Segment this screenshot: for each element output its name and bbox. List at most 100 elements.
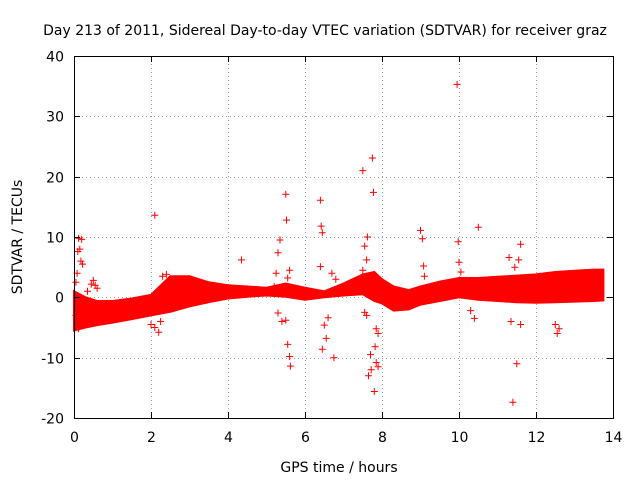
- data-point: [359, 167, 367, 175]
- data-point: [374, 330, 382, 337]
- x-tick-label: 14: [605, 430, 623, 446]
- y-tick-label: 40: [46, 50, 64, 66]
- data-point: [270, 283, 278, 290]
- data-point: [467, 307, 475, 315]
- y-tick-label: 0: [55, 291, 64, 307]
- data-point: [418, 235, 426, 243]
- data-point: [370, 388, 378, 395]
- data-point: [72, 278, 80, 286]
- data-point: [417, 226, 424, 234]
- data-point: [513, 360, 521, 368]
- data-point: [317, 222, 325, 230]
- y-tick-label: -20: [41, 412, 64, 428]
- data-point: [159, 272, 167, 280]
- data-point: [274, 249, 282, 257]
- data-point: [367, 351, 374, 359]
- chart-title: Day 213 of 2011, Sidereal Day-to-day VTE…: [43, 23, 607, 39]
- x-tick-label: 4: [224, 430, 233, 446]
- data-point: [368, 154, 376, 162]
- data-point: [553, 330, 561, 337]
- y-tick-label: 20: [46, 171, 64, 187]
- data-point: [89, 276, 97, 284]
- x-tick-label: 12: [528, 430, 546, 446]
- data-point: [284, 340, 292, 348]
- y-tick-label: 10: [46, 231, 64, 247]
- data-point: [420, 272, 428, 280]
- data-point: [274, 309, 282, 317]
- data-point: [363, 311, 371, 319]
- data-point: [316, 263, 324, 271]
- data-point: [87, 280, 95, 288]
- data-point: [155, 328, 163, 336]
- data-point: [453, 80, 461, 88]
- grid-lines: [74, 56, 613, 418]
- data-point: [151, 211, 159, 219]
- data-point: [365, 372, 372, 380]
- data-point: [84, 287, 91, 295]
- data-point: [454, 238, 462, 246]
- data-point: [332, 275, 340, 283]
- data-point: [72, 311, 80, 319]
- dense-point-band: [73, 268, 605, 332]
- data-point: [363, 256, 371, 264]
- data-point: [372, 325, 380, 333]
- data-point: [511, 263, 519, 271]
- data-point: [515, 256, 523, 264]
- data-point: [374, 363, 382, 371]
- data-point: [322, 334, 330, 342]
- data-point: [282, 316, 290, 324]
- x-tick-label: 2: [147, 430, 156, 446]
- data-point: [75, 234, 83, 242]
- data-point: [286, 362, 294, 370]
- data-point: [286, 353, 294, 360]
- data-point: [555, 325, 563, 333]
- y-axis-label: SDTVAR / TECUs: [10, 180, 26, 295]
- data-point: [286, 266, 294, 274]
- data-point: [318, 229, 326, 237]
- data-point: [284, 274, 292, 282]
- data-point: [371, 343, 379, 351]
- data-point: [283, 216, 290, 224]
- x-tick-label: 10: [451, 430, 469, 446]
- x-tick-label: 8: [378, 430, 387, 446]
- data-point: [272, 269, 280, 277]
- data-point: [324, 314, 332, 322]
- data-point: [79, 260, 86, 268]
- data-point: [474, 223, 482, 231]
- data-point: [455, 258, 463, 266]
- data-point: [91, 281, 99, 289]
- data-point: [420, 262, 428, 270]
- data-point: [93, 284, 101, 292]
- data-point: [517, 240, 525, 248]
- y-tick-label: -10: [41, 352, 64, 368]
- data-point: [372, 359, 380, 366]
- y-axis-ticks: -20 -10 0 10 20 30 40: [41, 50, 613, 428]
- data-point: [359, 266, 367, 274]
- plot-frame: [74, 56, 614, 419]
- data-point: [507, 318, 515, 325]
- data-point: [162, 270, 170, 278]
- data-point: [76, 245, 84, 253]
- data-point: [80, 316, 88, 324]
- data-point: [551, 321, 559, 328]
- data-point: [316, 196, 324, 204]
- data-point: [151, 324, 159, 331]
- data-point: [78, 235, 86, 243]
- data-point: [147, 321, 155, 328]
- data-point: [509, 398, 517, 406]
- data-point: [370, 188, 377, 196]
- y-tick-label: 30: [46, 110, 64, 126]
- data-point: [328, 269, 336, 277]
- data-point: [75, 325, 83, 333]
- data-point: [77, 257, 85, 265]
- data-point: [361, 308, 369, 316]
- data-point: [278, 318, 286, 325]
- data-point: [470, 314, 478, 322]
- data-point: [318, 345, 326, 353]
- data-band: [73, 268, 605, 332]
- data-points: [72, 80, 563, 406]
- data-point: [361, 242, 369, 250]
- x-tick-label: 0: [70, 430, 79, 446]
- x-axis-ticks: 0 2 4 6 8 10 12 14: [70, 56, 622, 446]
